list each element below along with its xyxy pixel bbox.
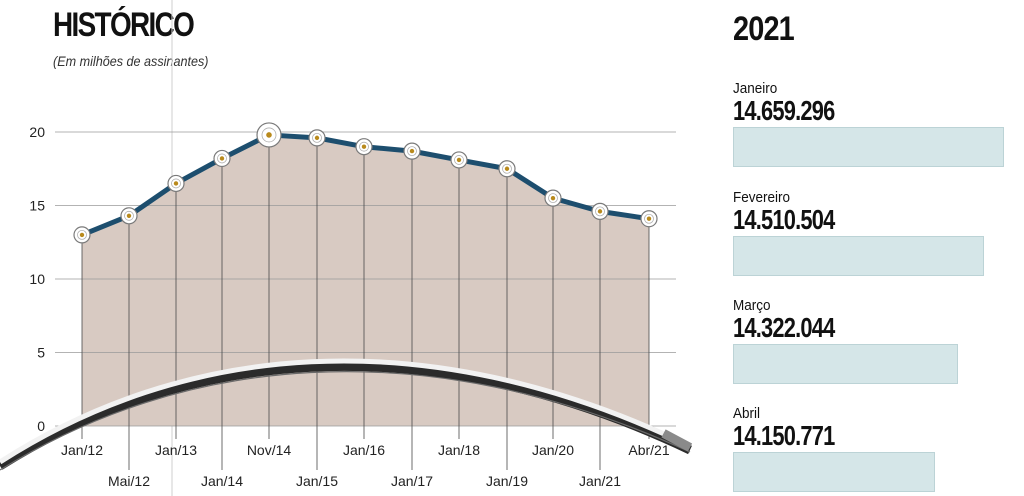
data-point-center [266, 132, 272, 138]
month-name: Abril [733, 405, 761, 422]
data-point-ring [644, 213, 654, 224]
data-point-ring [124, 210, 134, 221]
data-point-center [79, 232, 85, 238]
data-point-center [550, 195, 556, 201]
x-tick-label: Jan/16 [343, 442, 385, 458]
x-tick-label: Jan/15 [296, 473, 338, 489]
month-value: 14.150.771 [733, 420, 835, 451]
month-bar [733, 452, 935, 492]
data-point-center [314, 135, 320, 141]
month-value: 14.322.044 [733, 312, 835, 343]
cable-edge [0, 371, 691, 471]
data-point-center [409, 148, 415, 154]
area-fill [82, 134, 649, 426]
y-tick-label: 5 [37, 345, 45, 361]
data-point-center [646, 216, 652, 221]
data-point-center [361, 144, 367, 149]
y-tick-label: 0 [37, 418, 45, 434]
month-bar [733, 344, 958, 384]
x-tick-label: Jan/12 [61, 442, 103, 458]
month-value: 14.510.504 [733, 204, 835, 235]
data-point-center [597, 209, 603, 214]
data-point-ring [548, 193, 558, 204]
chart-subtitle: (Em milhões de assinantes) [53, 53, 209, 69]
month-bar [733, 236, 984, 276]
data-point-ring [312, 132, 322, 143]
month-name: Março [733, 297, 771, 314]
month-block: Fevereiro 14.510.504 [733, 189, 1013, 276]
y-tick-label: 10 [29, 271, 45, 287]
data-point-ring [171, 178, 181, 189]
x-tick-label: Jan/21 [579, 473, 621, 489]
data-point-ring [502, 163, 512, 174]
data-point-center [456, 157, 462, 163]
month-bar [733, 127, 1004, 167]
month-block: Março 14.322.044 [733, 297, 1013, 384]
x-tick-label: Jan/17 [391, 473, 433, 489]
x-tick-label: Jan/18 [438, 442, 480, 458]
data-point-ring [454, 155, 464, 165]
x-tick-label: Mai/12 [108, 473, 150, 489]
data-point-ring [261, 127, 277, 143]
data-point-ring [217, 153, 227, 164]
y-tick-label: 20 [29, 124, 45, 140]
data-point-ring [359, 141, 369, 152]
month-block: Abril 14.150.771 [733, 405, 1013, 492]
chart-title: HISTÓRICO [53, 6, 195, 44]
history-chart: 05101520Jan/12Mai/12Jan/13Jan/14Nov/14Ja… [0, 0, 693, 496]
data-point-ring [77, 229, 87, 240]
y-tick-label: 15 [29, 198, 45, 214]
month-value: 14.659.296 [733, 95, 835, 126]
data-point-ring [595, 206, 605, 217]
data-point-center [126, 213, 132, 218]
month-block: Janeiro 14.659.296 [733, 80, 1013, 167]
x-tick-label: Jan/14 [201, 473, 243, 489]
cable-connector [661, 429, 693, 452]
x-tick-label: Jan/13 [155, 442, 197, 458]
x-tick-label: Jan/19 [486, 473, 528, 489]
data-point-center [173, 181, 179, 186]
x-tick-label: Abr/21 [628, 442, 669, 458]
data-point-center [219, 156, 225, 161]
x-tick-label: Nov/14 [247, 442, 292, 458]
cable-highlight [0, 358, 692, 465]
data-point-center [504, 166, 510, 171]
month-name: Janeiro [733, 80, 778, 97]
cable-jacket [0, 361, 692, 470]
month-name: Fevereiro [733, 189, 791, 206]
data-point-ring [407, 146, 417, 157]
x-tick-label: Jan/20 [532, 442, 574, 458]
panel-title: 2021 [733, 10, 795, 48]
